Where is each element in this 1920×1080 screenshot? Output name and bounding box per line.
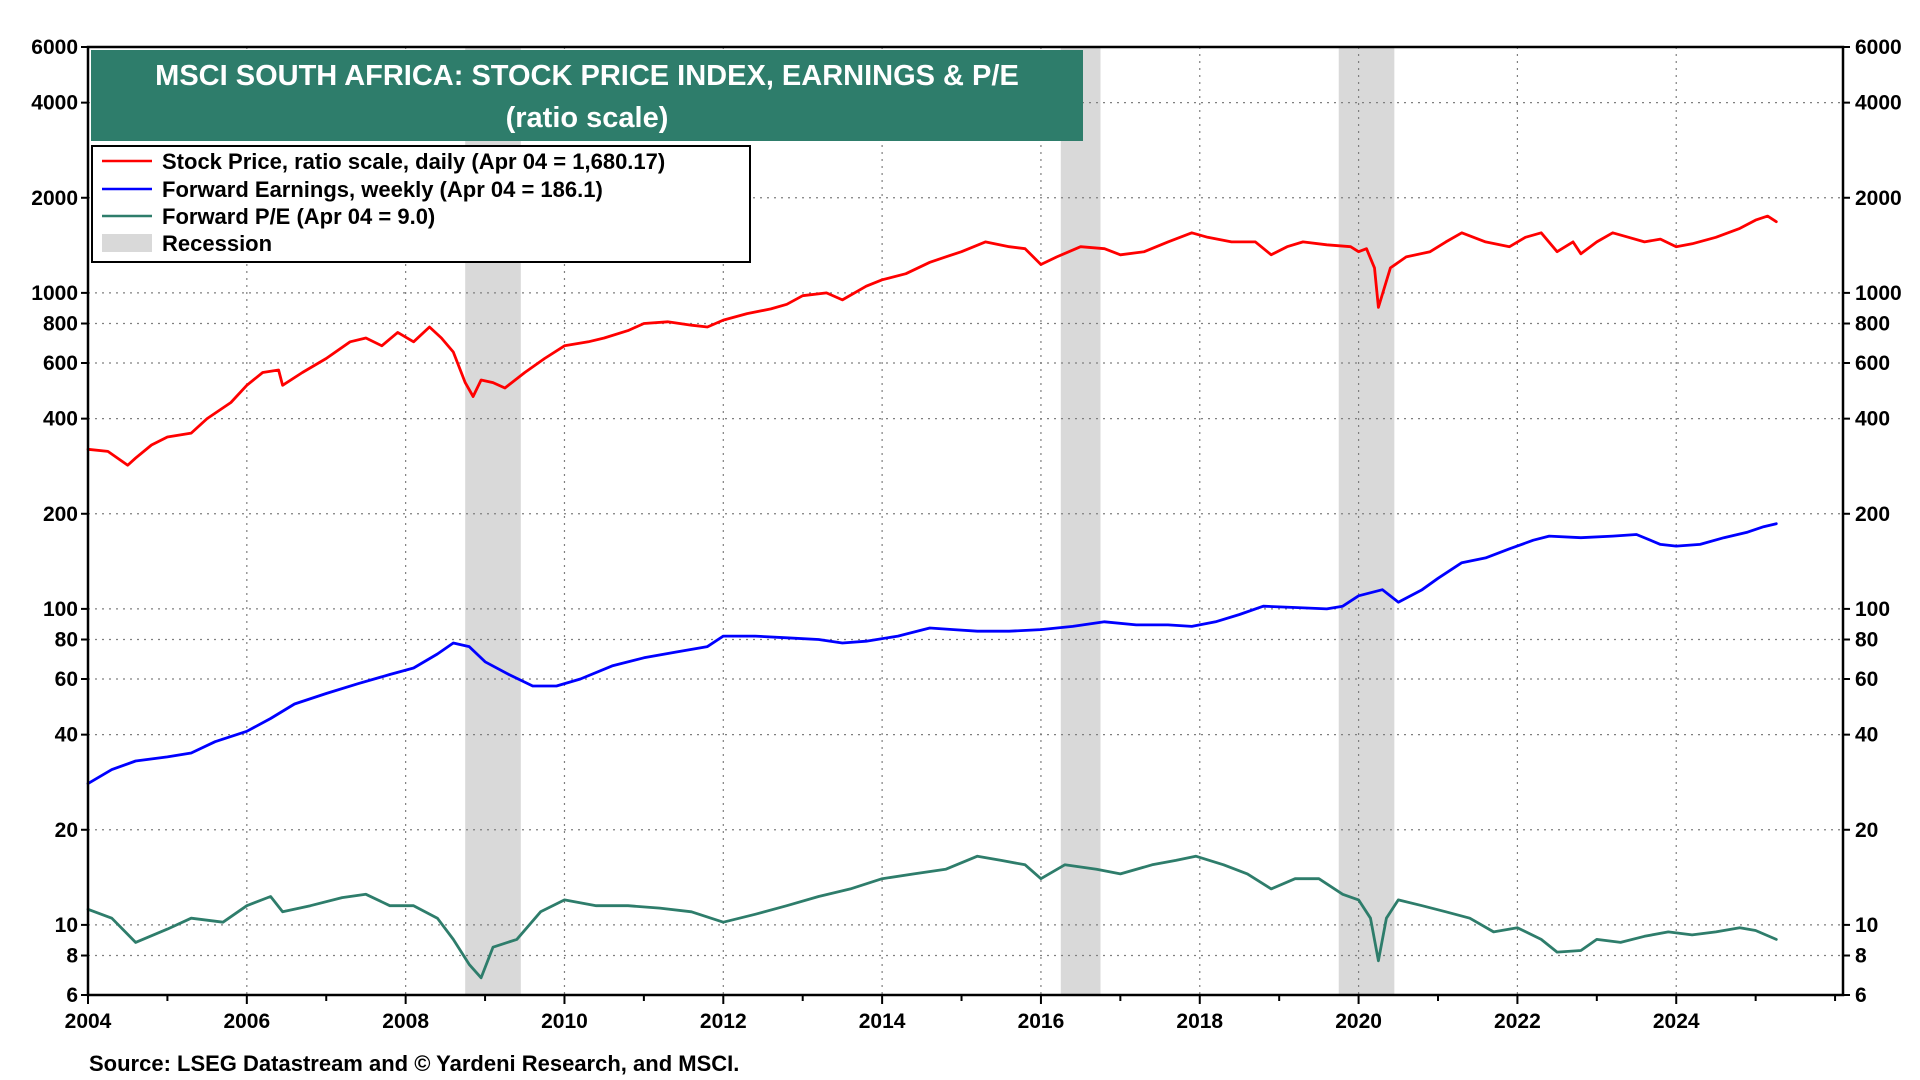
y-tick-label-right: 80 — [1855, 629, 1878, 652]
y-tick-label-right: 600 — [1855, 352, 1890, 375]
y-tick-label-left: 40 — [55, 724, 78, 747]
legend-label-stock-price: Stock Price, ratio scale, daily (Apr 04 … — [162, 149, 665, 174]
y-tick-label-right: 6 — [1855, 984, 1867, 1007]
series-lines — [86, 214, 1778, 980]
x-tick-label: 2004 — [65, 1010, 112, 1033]
y-tick-label-right: 4000 — [1855, 92, 1902, 115]
x-tick-label: 2024 — [1653, 1010, 1700, 1033]
y-tick-label-right: 6000 — [1855, 36, 1902, 59]
y-tick-label-left: 6 — [66, 984, 78, 1007]
y-tick-label-left: 6000 — [31, 36, 78, 59]
x-tick-label: 2020 — [1335, 1010, 1382, 1033]
x-tick-label: 2008 — [382, 1010, 429, 1033]
y-tick-label-left: 800 — [43, 313, 78, 336]
y-tick-label-right: 200 — [1855, 503, 1890, 526]
x-tick-label: 2014 — [859, 1010, 906, 1033]
x-tick-label: 2022 — [1494, 1010, 1541, 1033]
x-tick-label: 2016 — [1018, 1010, 1065, 1033]
y-tick-label-left: 60 — [55, 668, 78, 691]
y-tick-label-left: 10 — [55, 914, 78, 937]
y-tick-label-left: 80 — [55, 629, 78, 652]
y-tick-label-right: 60 — [1855, 668, 1878, 691]
y-tick-label-right: 8 — [1855, 945, 1867, 968]
stock-price-line — [86, 214, 1778, 467]
y-tick-label-right: 400 — [1855, 408, 1890, 431]
legend-label-forward-earnings: Forward Earnings, weekly (Apr 04 = 186.1… — [162, 177, 603, 202]
forward-pe-line — [86, 854, 1778, 980]
y-tick-label-right: 100 — [1855, 598, 1890, 621]
title-box: MSCI SOUTH AFRICA: STOCK PRICE INDEX, EA… — [91, 50, 1083, 141]
y-tick-label-right: 2000 — [1855, 187, 1902, 210]
title-background — [91, 50, 1083, 141]
x-tick-label: 2018 — [1176, 1010, 1223, 1033]
y-tick-label-right: 1000 — [1855, 282, 1902, 305]
x-axis-labels: 2004 2006 2008 2010 2012 2014 2016 2018 2020 2022… — [65, 1010, 1700, 1033]
legend-label-forward-pe: Forward P/E (Apr 04 = 9.0) — [162, 204, 435, 229]
source-note: Source: LSEG Datastream and © Yardeni Re… — [89, 1051, 739, 1076]
y-tick-label-right: 40 — [1855, 724, 1878, 747]
y-tick-label-right: 800 — [1855, 313, 1890, 336]
y-tick-label-right: 10 — [1855, 914, 1878, 937]
legend-box — [91, 145, 751, 263]
recession-band-3 — [1338, 47, 1395, 995]
y-tick-label-left: 8 — [66, 945, 78, 968]
y-tick-label-left: 200 — [43, 503, 78, 526]
y-tick-label-left: 4000 — [31, 92, 78, 115]
y-tick-label-left: 1000 — [31, 282, 78, 305]
axis-ticks — [81, 46, 1850, 1004]
forward-earnings-line — [86, 522, 1778, 785]
legend: Stock Price, ratio scale, daily (Apr 04 … — [91, 145, 751, 263]
y-tick-label-left: 2000 — [31, 187, 78, 210]
recession-band-2 — [1060, 47, 1101, 995]
legend-swatch-recession — [102, 234, 152, 252]
chart-subtitle: (ratio scale) — [506, 102, 669, 134]
x-tick-label: 2010 — [541, 1010, 588, 1033]
y-axis-left-labels: 6000 4000 2000 1000 800 600 400 200 100 80 60 40 20 1… — [31, 36, 78, 1007]
y-tick-label-left: 400 — [43, 408, 78, 431]
y-axis-right-labels: 6000 4000 2000 1000 800 600 400 200 100 80 60 40 20 1… — [1855, 36, 1902, 1007]
chart-title: MSCI SOUTH AFRICA: STOCK PRICE INDEX, EA… — [155, 60, 1019, 92]
plot-frame — [86, 45, 1845, 997]
x-tick-label: 2012 — [700, 1010, 747, 1033]
y-tick-label-left: 600 — [43, 352, 78, 375]
x-tick-label: 2006 — [223, 1010, 270, 1033]
y-tick-label-left: 20 — [55, 819, 78, 842]
y-tick-label-left: 100 — [43, 598, 78, 621]
y-tick-label-right: 20 — [1855, 819, 1878, 842]
legend-label-recession: Recession — [162, 231, 272, 256]
